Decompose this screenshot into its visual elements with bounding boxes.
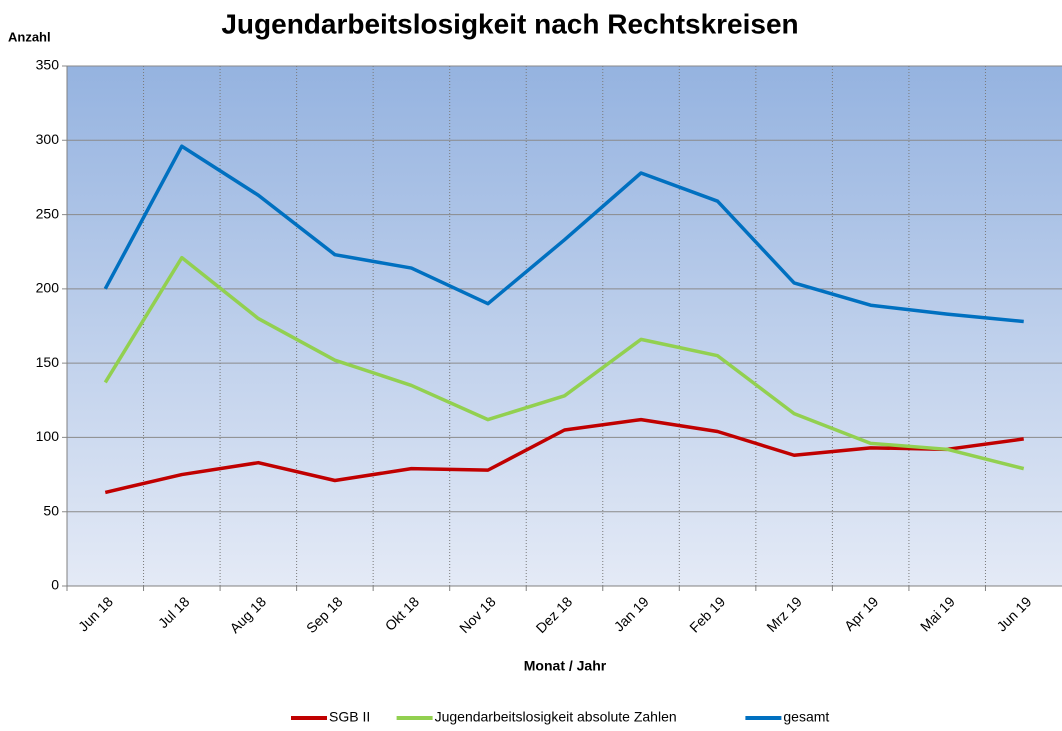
y-tick-label: 350 xyxy=(36,57,60,73)
x-tick-label: Aug 18 xyxy=(226,593,269,636)
x-tick-label: Jun 18 xyxy=(75,593,116,634)
chart-title: Jugendarbeitslosigkeit nach Rechtskreise… xyxy=(221,8,798,39)
x-tick-label: Apr 19 xyxy=(841,593,882,634)
series-line xyxy=(104,417,1024,495)
y-axis-label: Anzahl xyxy=(8,29,51,44)
x-tick-label: Jun 19 xyxy=(993,593,1034,634)
y-tick-label: 100 xyxy=(36,428,60,444)
x-axis-label: Monat / Jahr xyxy=(524,658,607,674)
legend-label: Jugendarbeitslosigkeit absolute Zahlen xyxy=(435,709,677,725)
x-tick-label: Jul 18 xyxy=(155,593,193,631)
y-tick-label: 150 xyxy=(36,354,60,370)
plot-area xyxy=(67,66,1062,586)
x-tick-label: Jan 19 xyxy=(611,593,652,634)
x-tick-label: Nov 18 xyxy=(456,593,499,636)
x-tick-label: Okt 18 xyxy=(382,593,423,634)
x-tick-label: Dez 18 xyxy=(533,593,576,636)
y-tick-label: 250 xyxy=(36,205,60,221)
y-tick-label: 0 xyxy=(51,577,59,593)
x-tick-label: Mai 19 xyxy=(917,593,958,634)
legend-label: gesamt xyxy=(783,709,829,725)
y-tick-label: 50 xyxy=(43,502,59,518)
legend-label: SGB II xyxy=(329,709,370,725)
x-tick-label: Feb 19 xyxy=(686,593,728,635)
series-line xyxy=(103,144,1024,324)
x-tick-label: Sep 18 xyxy=(303,593,346,636)
x-tick-label: Mrz 19 xyxy=(763,593,805,635)
y-tick-label: 300 xyxy=(36,131,60,147)
series-line xyxy=(103,255,1025,471)
y-tick-label: 200 xyxy=(36,280,60,296)
